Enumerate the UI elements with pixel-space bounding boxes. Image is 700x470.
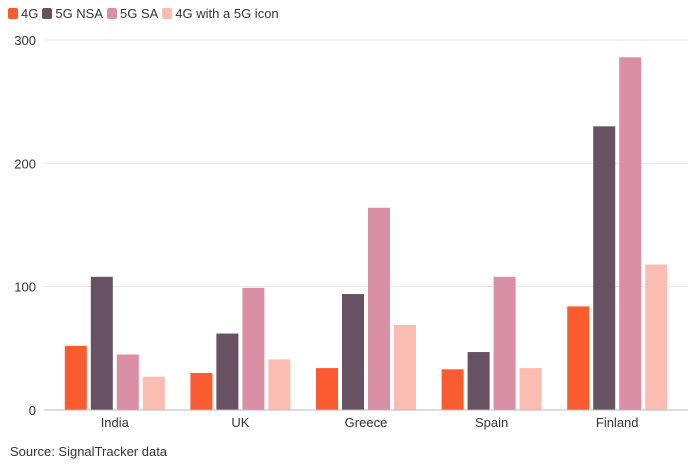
legend-item: 4G <box>8 6 38 21</box>
legend-item: 4G with a 5G icon <box>162 5 279 21</box>
bar-uk-5g-sa <box>242 287 265 410</box>
bar-spain-4g <box>441 369 464 410</box>
legend-item: 5G SA <box>107 6 158 21</box>
bar-uk-4g <box>190 373 213 410</box>
bar-uk-5g-nsa <box>216 333 239 410</box>
bar-greece-5g-nsa <box>342 294 364 410</box>
bar-spain-5g-nsa <box>467 352 490 410</box>
y-tick-label: 100 <box>14 280 36 295</box>
legend-swatch <box>162 7 173 19</box>
x-tick-label: UK <box>231 415 249 430</box>
bar-finland-4g-with-a-5g-icon <box>645 264 668 410</box>
bar-spain-5g-sa <box>493 276 516 410</box>
y-tick-labels: 0 100 200 300 <box>14 33 36 418</box>
bar-spain-4g-with-a-5g-icon <box>519 368 542 410</box>
bar-finland-5g-sa <box>619 57 642 411</box>
source-note: Source: SignalTracker data <box>10 444 168 459</box>
bar-greece-4g-with-a-5g-icon <box>394 324 416 410</box>
legend-swatch <box>107 7 118 19</box>
legend-swatch <box>8 7 18 19</box>
legend-swatch <box>42 7 53 19</box>
bar-greece-5g-sa <box>368 207 390 410</box>
bar-india-4g <box>64 345 87 410</box>
legend-label: 5G NSA <box>55 5 104 21</box>
y-tick-label: 300 <box>14 33 36 48</box>
bars <box>64 57 668 411</box>
legend-label: 4G with a 5G icon <box>175 5 279 21</box>
x-tick-label: Greece <box>345 415 388 430</box>
y-tick-label: 0 <box>29 403 36 418</box>
bar-uk-4g-with-a-5g-icon <box>268 359 291 410</box>
bar-chart: 0 100 200 300 India UK Greece Spain Finland <box>14 33 688 430</box>
y-tick-label: 200 <box>14 156 36 171</box>
grid-lines <box>44 39 688 288</box>
x-tick-labels: India UK Greece Spain Finland <box>101 415 639 430</box>
x-tick-label: India <box>101 415 130 430</box>
bar-finland-5g-nsa <box>593 126 616 410</box>
x-tick-label: Spain <box>475 415 508 430</box>
bar-greece-4g <box>316 368 338 410</box>
legend-label: 5G SA <box>120 5 159 21</box>
bar-india-5g-sa <box>116 354 139 410</box>
chart-legend: 4G 5G NSA 5G SA 4G with a 5G icon <box>8 4 283 22</box>
legend-item: 5G NSA <box>42 6 103 21</box>
legend-label: 4G <box>21 5 39 21</box>
x-tick-label: Finland <box>596 415 639 430</box>
bar-india-4g-with-a-5g-icon <box>142 376 165 410</box>
bar-india-5g-nsa <box>90 276 113 410</box>
bar-finland-4g <box>567 306 590 410</box>
